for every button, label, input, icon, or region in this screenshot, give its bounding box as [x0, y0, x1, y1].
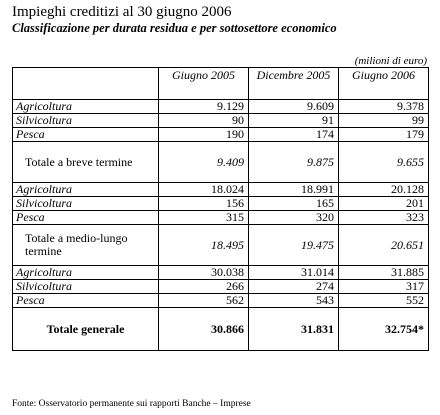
row-label: Agricoltura — [12, 99, 159, 114]
value-cell: 18.024 — [158, 182, 249, 197]
table-row: Pesca 190 174 179 — [12, 127, 429, 142]
value-cell: 543 — [248, 293, 339, 308]
value-cell: 562 — [158, 293, 249, 308]
data-table: Giugno 2005 Dicembre 2005 Giugno 2006 Ag… — [12, 67, 429, 351]
value-cell: 156 — [158, 196, 249, 211]
value-cell: 9.655 — [338, 141, 429, 183]
value-cell: 30.038 — [158, 265, 249, 280]
table-row: Agricoltura 30.038 31.014 31.885 — [12, 265, 429, 280]
value-cell: 31.831 — [248, 307, 339, 351]
table-row: Agricoltura 18.024 18.991 20.128 — [12, 182, 429, 197]
header-row: Giugno 2005 Dicembre 2005 Giugno 2006 — [12, 67, 429, 100]
value-cell: 9.875 — [248, 141, 339, 183]
value-cell: 174 — [248, 127, 339, 142]
value-cell: 179 — [338, 127, 429, 142]
column-header: Giugno 2006 — [338, 67, 429, 100]
source-note: Fonte: Osservatorio permanente sui rappo… — [12, 399, 251, 409]
value-cell: 9.129 — [158, 99, 249, 114]
value-cell: 9.609 — [248, 99, 339, 114]
table-row: Silvicoltura 266 274 317 — [12, 279, 429, 294]
header-empty-cell — [12, 67, 159, 100]
value-cell: 20.651 — [338, 224, 429, 266]
subtotal-row: Totale a breve termine 9.409 9.875 9.655 — [12, 141, 429, 183]
value-cell: 9.378 — [338, 99, 429, 114]
value-cell: 20.128 — [338, 182, 429, 197]
value-cell: 317 — [338, 279, 429, 294]
subtotal-label: Totale a breve termine — [12, 141, 159, 183]
value-cell: 91 — [248, 113, 339, 128]
table-row: Agricoltura 9.129 9.609 9.378 — [12, 99, 429, 114]
value-cell: 90 — [158, 113, 249, 128]
row-label: Silvicoltura — [12, 279, 159, 294]
subtotal-label: Totale a medio-lungo termine — [12, 224, 159, 266]
value-cell: 31.885 — [338, 265, 429, 280]
row-label: Pesca — [12, 210, 159, 225]
unit-label: (milioni di euro) — [354, 55, 427, 67]
subtotal-row: Totale a medio-lungo termine 18.495 19.4… — [12, 224, 429, 266]
row-label: Silvicoltura — [12, 113, 159, 128]
row-label: Agricoltura — [12, 265, 159, 280]
value-cell: 19.475 — [248, 224, 339, 266]
grand-total-row: Totale generale 30.866 31.831 32.754* — [12, 307, 429, 351]
value-cell: 18.495 — [158, 224, 249, 266]
value-cell: 315 — [158, 210, 249, 225]
table-row: Silvicoltura 90 91 99 — [12, 113, 429, 128]
value-cell: 323 — [338, 210, 429, 225]
value-cell: 320 — [248, 210, 339, 225]
row-label: Silvicoltura — [12, 196, 159, 211]
value-cell: 201 — [338, 196, 429, 211]
value-cell: 274 — [248, 279, 339, 294]
value-cell: 552 — [338, 293, 429, 308]
value-cell: 32.754* — [338, 307, 429, 351]
row-label: Pesca — [12, 127, 159, 142]
value-cell: 266 — [158, 279, 249, 294]
value-cell: 165 — [248, 196, 339, 211]
column-header: Dicembre 2005 — [248, 67, 339, 100]
column-header: Giugno 2005 — [158, 67, 249, 100]
value-cell: 30.866 — [158, 307, 249, 351]
table-row: Pesca 315 320 323 — [12, 210, 429, 225]
table-title: Impieghi creditizi al 30 giugno 2006 — [12, 4, 232, 20]
table-row: Pesca 562 543 552 — [12, 293, 429, 308]
table-subtitle: Classificazione per durata residua e per… — [12, 21, 337, 35]
value-cell: 31.014 — [248, 265, 339, 280]
grand-total-label: Totale generale — [12, 307, 159, 351]
row-label: Agricoltura — [12, 182, 159, 197]
value-cell: 18.991 — [248, 182, 339, 197]
table-row: Silvicoltura 156 165 201 — [12, 196, 429, 211]
row-label: Pesca — [12, 293, 159, 308]
value-cell: 9.409 — [158, 141, 249, 183]
value-cell: 99 — [338, 113, 429, 128]
value-cell: 190 — [158, 127, 249, 142]
